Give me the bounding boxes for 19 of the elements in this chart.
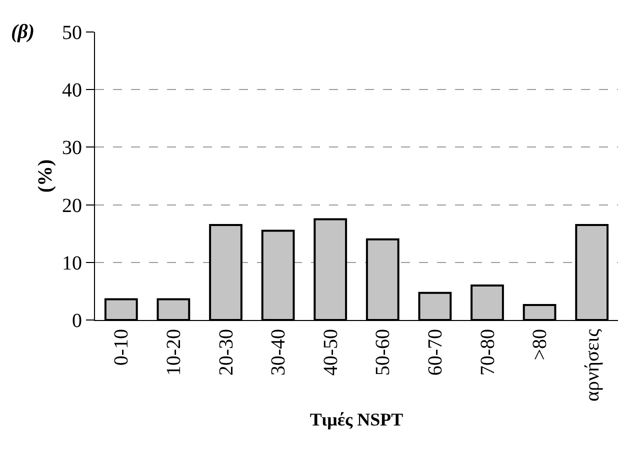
x-tick-label: 70-80 [476, 329, 499, 376]
y-tick-label: 20 [62, 194, 82, 217]
x-tick-label: 40-50 [320, 329, 342, 376]
y-tick-label: 0 [72, 310, 82, 332]
x-tick-label: 50-60 [372, 329, 394, 376]
y-axis-title: (%) [34, 159, 56, 193]
x-tick-label: 0-10 [110, 329, 133, 366]
x-tick-label: 10-20 [162, 329, 185, 376]
y-tick-label: 30 [62, 137, 82, 160]
chart-title: (β) [11, 21, 35, 43]
x-tick-label: >80 [529, 329, 552, 360]
y-tick-label: 40 [62, 80, 82, 102]
x-axis-title: Τιμές NSPT [310, 410, 404, 430]
x-tick-label: 30-40 [268, 329, 290, 376]
y-tick-label: 50 [62, 22, 82, 44]
x-tick-label: 60-70 [424, 329, 446, 376]
y-tick-label: 10 [62, 252, 82, 274]
x-tick-label: αρνήσεις [581, 328, 604, 402]
x-tick-label: 20-30 [215, 329, 238, 376]
